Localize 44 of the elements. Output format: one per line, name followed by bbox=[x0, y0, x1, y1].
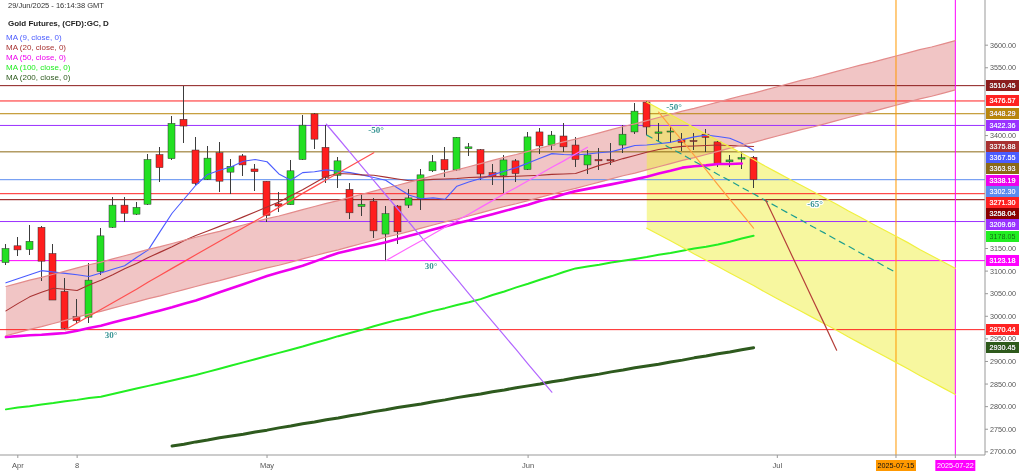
candlestick bbox=[108, 196, 117, 229]
text: MA (50, close, 0) bbox=[6, 53, 67, 62]
candlestick bbox=[1, 243, 10, 266]
line-series bbox=[646, 227, 956, 396]
line-series bbox=[5, 40, 956, 288]
annotation: -65° bbox=[807, 199, 824, 209]
candlestick bbox=[499, 154, 508, 194]
text: MA (100, close, 0) bbox=[6, 63, 71, 72]
candlestick bbox=[440, 146, 449, 178]
candlestick bbox=[404, 188, 413, 209]
candlestick bbox=[13, 236, 22, 257]
candlestick bbox=[381, 205, 390, 262]
candlestick bbox=[594, 147, 603, 171]
line-series bbox=[658, 111, 755, 229]
annotation: -50° bbox=[368, 125, 385, 135]
line-series bbox=[170, 346, 756, 448]
candlestick bbox=[606, 142, 615, 166]
line-series bbox=[4, 234, 755, 411]
candlestick bbox=[535, 127, 544, 155]
candlestick bbox=[559, 122, 568, 153]
candlestick bbox=[155, 146, 164, 183]
text: MA (9, close, 0) bbox=[6, 33, 62, 42]
annotation: 30° bbox=[424, 261, 438, 271]
candlestick bbox=[25, 224, 34, 256]
line-series bbox=[5, 89, 956, 337]
candlestick bbox=[630, 102, 639, 135]
candlestick bbox=[583, 149, 592, 175]
candlestick bbox=[547, 130, 556, 151]
line-series bbox=[325, 123, 553, 393]
text: MA (20, close, 0) bbox=[6, 43, 67, 52]
candlestick bbox=[654, 122, 663, 143]
candlestick bbox=[749, 155, 758, 189]
text: MA (200, close, 0) bbox=[6, 73, 71, 82]
line-series bbox=[5, 134, 755, 284]
annotation: 30° bbox=[104, 330, 118, 340]
candlestick bbox=[250, 163, 259, 192]
annotation: -50° bbox=[666, 102, 683, 112]
candlestick bbox=[416, 168, 425, 211]
line-series bbox=[385, 146, 589, 262]
candlestick bbox=[120, 196, 129, 223]
line-series bbox=[764, 199, 838, 351]
candlestick bbox=[618, 124, 627, 154]
text: Gold Futures, (CFD):GC, D bbox=[8, 19, 110, 28]
candlestick bbox=[357, 193, 366, 217]
